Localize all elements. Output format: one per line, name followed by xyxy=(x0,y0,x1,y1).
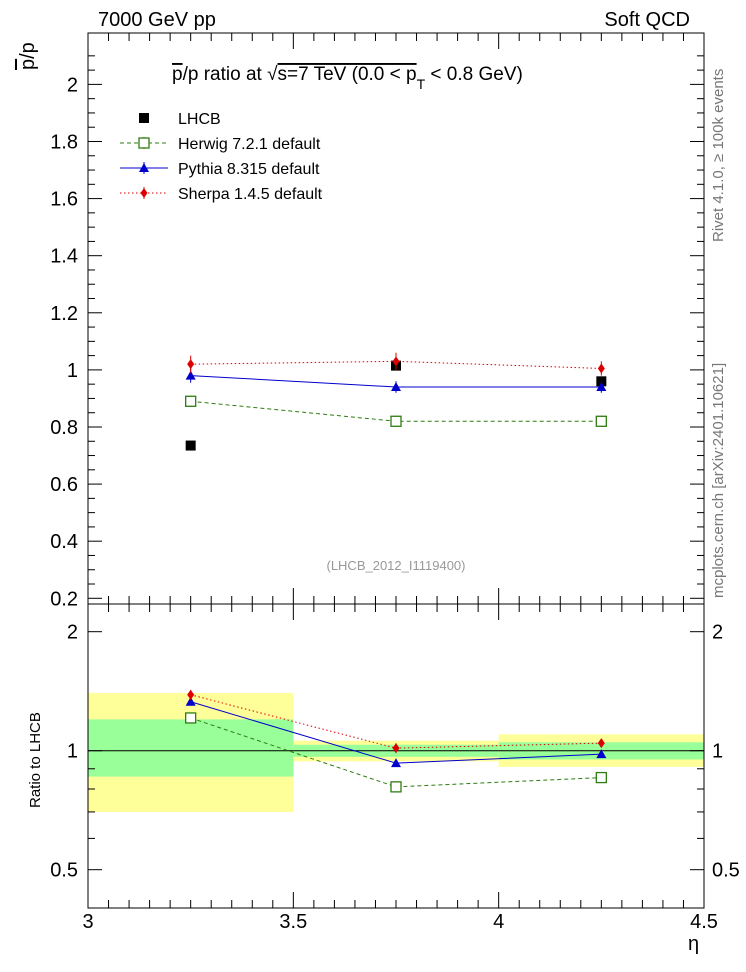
main-point-2-2 xyxy=(596,382,607,392)
ratio-series-line-0 xyxy=(190,717,602,788)
legend-marker-3 xyxy=(140,188,148,198)
ratio-point-1-1 xyxy=(391,758,401,768)
ratio-series-0 xyxy=(185,712,607,793)
ratio-ytick-label-left-1: 1 xyxy=(67,741,78,763)
legend-marker-1 xyxy=(138,137,150,149)
ratio-ytick-label-left-2: 2 xyxy=(67,622,78,644)
legend-marker-2 xyxy=(139,163,149,172)
main-ytick-label-7: 1.6 xyxy=(50,189,78,211)
legend-marker-0 xyxy=(139,113,149,123)
main-point-0-0 xyxy=(185,440,196,451)
ylabel-pbar: p xyxy=(17,59,39,70)
ratio-point-2-1 xyxy=(392,743,400,754)
x-tick-label-1: 3.5 xyxy=(279,911,307,933)
main-y-tick-labels: 0.2 0.4 0.6 0.8 1 1.2 1.4 1.6 1.8 2 xyxy=(50,74,78,610)
main-point-1-2 xyxy=(595,415,607,427)
main-series-1 xyxy=(185,395,607,427)
svg-text:p/p: p/p xyxy=(17,42,39,70)
ratio-band-green-0 xyxy=(88,719,294,777)
main-point-3-2 xyxy=(597,363,605,374)
ratio-series-layer xyxy=(185,689,607,793)
title-pbar: p xyxy=(172,64,183,85)
x-tick-label-2: 4 xyxy=(493,911,504,933)
ratio-y-tick-labels: 0.5 0.5 1 1 2 2 xyxy=(50,622,740,882)
ratio-point-1-2 xyxy=(596,749,607,759)
main-series-2 xyxy=(185,368,607,393)
main-point-3-1 xyxy=(392,356,400,367)
legend-entry-2: Pythia 8.315 default xyxy=(120,161,320,178)
main-ytick-label-1: 0.4 xyxy=(50,531,78,553)
title-suffix: < 0.8 GeV) xyxy=(425,64,523,85)
ratio-ytick-label-right-0: 0.5 xyxy=(712,860,740,882)
main-point-1-0 xyxy=(185,395,197,407)
ratio-series-1 xyxy=(185,696,607,768)
legend-entry-0: LHCB xyxy=(139,111,221,128)
main-ytick-label-6: 1.4 xyxy=(50,246,78,268)
mcplots-label: mcplots.cern.ch [arXiv:2401.10621] xyxy=(710,363,727,598)
ylabel-rest: /p xyxy=(17,42,39,59)
main-point-2-1 xyxy=(391,382,401,392)
legend-label-2: Pythia 8.315 default xyxy=(178,161,320,178)
ratio-point-0-2 xyxy=(595,771,607,784)
x-tick-label-3: 4.5 xyxy=(690,911,718,933)
main-axis-ticks xyxy=(87,33,705,604)
legend-entry-3: Sherpa 1.4.5 default xyxy=(120,186,323,203)
legend-label-0: LHCB xyxy=(178,111,221,128)
main-ytick-label-0: 0.2 xyxy=(50,588,78,610)
legend-label-1: Herwig 7.2.1 default xyxy=(178,136,321,153)
main-series-3 xyxy=(187,352,605,376)
legend-entry-1: Herwig 7.2.1 default xyxy=(120,136,321,153)
main-panel: 0.2 0.4 0.6 0.8 1 1.2 1.4 1.6 1.8 2 p/p ratio at … xyxy=(50,32,705,610)
title-mid: /p ratio at xyxy=(183,64,268,85)
legend: LHCB Herwig 7.2.1 default Pythia 8.315 def… xyxy=(120,111,323,203)
x-axis-label: η xyxy=(688,933,699,955)
main-series-0 xyxy=(185,360,607,451)
rivet-label: Rivet 4.1.0, ≥ 100k events xyxy=(710,69,727,242)
main-point-3-0 xyxy=(187,359,195,370)
ratio-series-2 xyxy=(187,689,605,754)
main-ytick-label-8: 1.8 xyxy=(50,131,78,153)
ratio-panel: 0.5 0.5 1 1 2 2 3 3.5 4 4.5 Ratio to LHCB η xyxy=(27,603,740,955)
analysis-id: (LHCB_2012_I1119400) xyxy=(326,558,465,573)
x-tick-labels: 3 3.5 4 4.5 xyxy=(82,911,717,933)
ratio-ytick-label-left-0: 0.5 xyxy=(50,860,78,882)
main-ylabel: p/p xyxy=(17,42,39,70)
ratio-point-2-2 xyxy=(597,738,605,749)
main-ytick-label-2: 0.6 xyxy=(50,474,78,496)
title-sqrt: √ xyxy=(267,64,278,85)
legend-label-3: Sherpa 1.4.5 default xyxy=(178,186,323,203)
ratio-point-0-0 xyxy=(185,712,197,724)
ratio-point-2-0 xyxy=(187,689,195,700)
x-tick-label-0: 3 xyxy=(82,911,93,933)
title-sub: T xyxy=(417,76,426,92)
chart-title: p/p ratio at √s=7 TeV (0.0 < pT < 0.8 Ge… xyxy=(172,64,523,92)
ratio-ytick-label-right-1: 1 xyxy=(712,741,723,763)
main-point-2-0 xyxy=(185,370,196,380)
main-ytick-label-4: 1 xyxy=(67,360,78,382)
title-s: s=7 TeV (0.0 < p xyxy=(278,64,417,85)
main-series-layer xyxy=(185,352,607,451)
header-energy-label: 7000 GeV pp xyxy=(98,9,216,31)
main-ytick-label-9: 2 xyxy=(67,74,78,96)
main-ytick-label-3: 0.8 xyxy=(50,417,78,439)
ratio-ytick-label-right-2: 2 xyxy=(712,622,723,644)
ratio-ylabel: Ratio to LHCB xyxy=(27,712,44,808)
ratio-axis-ticks xyxy=(87,604,705,909)
main-ytick-label-5: 1.2 xyxy=(50,303,78,325)
ratio-point-1-0 xyxy=(185,696,196,706)
ratio-point-0-1 xyxy=(390,781,402,793)
header-category-label: Soft QCD xyxy=(604,9,690,31)
main-point-1-1 xyxy=(390,415,402,427)
